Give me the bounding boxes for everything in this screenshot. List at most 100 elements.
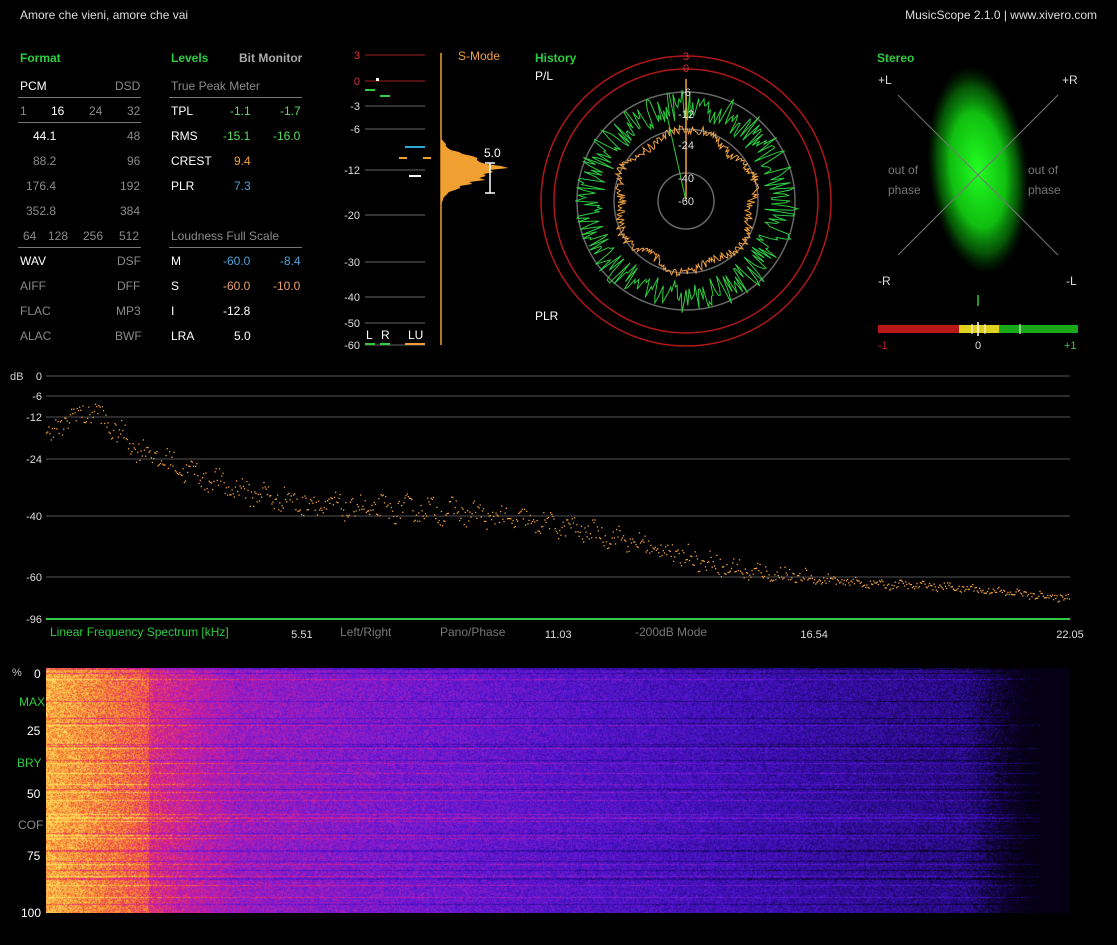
channel-r: R [381, 328, 390, 342]
spectrum-point [641, 540, 643, 543]
spectrum-point [932, 589, 934, 591]
spectrum-point [247, 489, 249, 492]
spectrum-point [118, 429, 121, 431]
spectrum-ytick-0: 0 [36, 371, 42, 383]
spectrum-point [922, 580, 924, 582]
spectrum-point [701, 560, 703, 562]
spectrum-point [606, 547, 609, 550]
spectrum-point [82, 405, 84, 407]
spectrum-point [811, 577, 813, 579]
spectrum-point [752, 573, 754, 575]
spectrum-xtick-2: 16.54 [800, 629, 828, 641]
spectrum-point [1016, 588, 1018, 590]
bit-monitor-tab[interactable]: Bit Monitor [239, 51, 303, 65]
spectrum-point [422, 515, 424, 517]
spectrum-point [485, 520, 487, 523]
spectrum-point [226, 494, 229, 496]
spectrum-point [933, 583, 935, 585]
dsd-label[interactable]: DSD [115, 79, 141, 93]
sg-label-cof[interactable]: COF [18, 818, 44, 832]
spectrum-xtick-0: 5.51 [291, 629, 312, 641]
spectrum-point [193, 473, 196, 475]
spectrum-point [258, 500, 261, 502]
spectrum-point [741, 572, 743, 574]
spectrum-point [349, 501, 352, 503]
spectrum-point [270, 495, 272, 497]
sg-label-max[interactable]: MAX [19, 695, 46, 709]
spectrum-point [266, 493, 268, 496]
spectrum-point [1002, 589, 1005, 592]
spectrogram [46, 668, 1070, 913]
sg-label-0: 0 [34, 667, 41, 681]
s-mode-button[interactable]: S-Mode [458, 49, 500, 63]
spectrum-point [637, 546, 639, 549]
spectrum-point [760, 572, 762, 574]
spectrum-point [410, 497, 412, 499]
spectrum-point [428, 501, 430, 503]
true-peak-label: True Peak Meter [171, 79, 260, 93]
spectrum-point [430, 497, 432, 499]
spectrum-point [853, 583, 856, 585]
spectrum-point [975, 586, 977, 589]
spectrum-point [774, 574, 776, 576]
spectrum-point [898, 582, 900, 584]
spectrum-point [500, 510, 502, 513]
spectrum-point [216, 479, 218, 482]
pano-phase-button[interactable]: Pano/Phase [440, 625, 506, 639]
spectrum-point [406, 493, 408, 495]
spectrum-point [750, 576, 752, 578]
spectrum-point [546, 517, 548, 520]
spectrum-point [802, 577, 804, 579]
spectrum-point [634, 541, 636, 543]
spectrum-point [894, 581, 897, 583]
stereo-scope: +L +R -R -L out of phase out of phase -1… [878, 65, 1078, 352]
spectrum-point [554, 528, 556, 530]
spectrum-point [189, 465, 191, 468]
spectrum-point [885, 587, 887, 589]
spectrum-point [242, 485, 245, 488]
spectrum-point [899, 579, 901, 582]
spectrum-point [1019, 592, 1022, 594]
ring-m40: -40 [678, 173, 694, 185]
spectrum-point [950, 586, 952, 588]
spectrum-point [487, 512, 489, 515]
spectrum-point [740, 570, 742, 572]
spectrum-point [684, 561, 686, 564]
spectrum-point [363, 508, 365, 510]
spectrum-point [717, 571, 719, 574]
spectrum-point [798, 575, 800, 577]
spectrum-point [767, 577, 769, 580]
spectrum-point [888, 583, 890, 585]
spectrum-point [1066, 598, 1068, 600]
minus200db-mode-button[interactable]: -200dB Mode [635, 625, 707, 639]
spectrum-point [535, 531, 537, 534]
sg-label-bry[interactable]: BRY [17, 756, 42, 770]
spectrum-point [170, 464, 172, 466]
spectrum-point [73, 408, 75, 410]
spectrum-point [926, 587, 928, 589]
spectrum-point [712, 561, 714, 563]
spectrum-point [567, 519, 569, 521]
left-right-button[interactable]: Left/Right [340, 625, 392, 639]
spectrum-point [1041, 592, 1043, 595]
pcm-label[interactable]: PCM [20, 79, 47, 93]
spectrum-title[interactable]: Linear Frequency Spectrum [kHz] [50, 625, 229, 639]
spectrum-point [800, 579, 802, 581]
spectrum-point [494, 523, 496, 525]
spectrum-point [908, 582, 910, 584]
spectrum-point [1067, 593, 1069, 596]
spectrum-point [591, 537, 593, 539]
spectrum-point [225, 487, 228, 489]
spectrum-point [1014, 594, 1016, 596]
spectrum-point [869, 580, 872, 582]
spectrum-point [793, 573, 795, 575]
spectrum-point [88, 406, 90, 408]
spectrum-point [376, 513, 378, 515]
spectrum-ytick-1: -6 [32, 391, 42, 403]
ring-m24: -24 [678, 140, 694, 152]
spectrum-point [1008, 593, 1010, 596]
spectrum-point [816, 582, 818, 584]
spectrum-point [784, 566, 786, 568]
spectrum-point [249, 505, 251, 507]
spectrum-point [1009, 591, 1011, 593]
